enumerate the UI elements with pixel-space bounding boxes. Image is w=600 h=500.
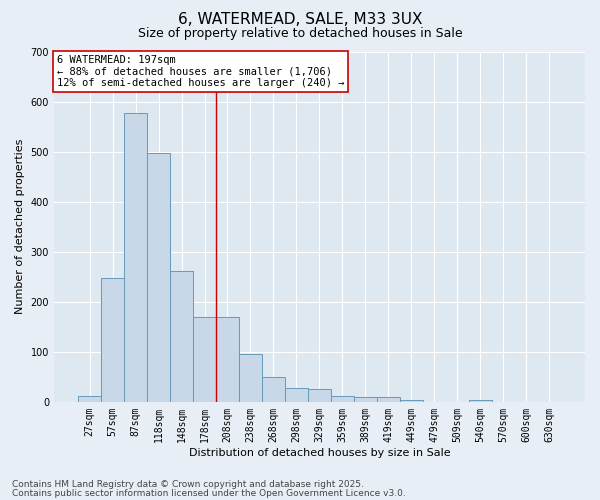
Bar [101,278,124,402]
Text: Contains public sector information licensed under the Open Government Licence v3: Contains public sector information licen… [12,488,406,498]
Bar [377,397,400,402]
Y-axis label: Number of detached properties: Number of detached properties [15,139,25,314]
Text: 6 WATERMEAD: 197sqm
← 88% of detached houses are smaller (1,706)
12% of semi-det: 6 WATERMEAD: 197sqm ← 88% of detached ho… [56,55,344,88]
X-axis label: Distribution of detached houses by size in Sale: Distribution of detached houses by size … [188,448,450,458]
Bar [400,400,423,402]
Bar [262,377,285,402]
Bar [285,388,308,402]
Text: Size of property relative to detached houses in Sale: Size of property relative to detached ho… [137,28,463,40]
Bar [331,396,354,402]
Bar [308,390,331,402]
Bar [170,271,193,402]
Text: 6, WATERMEAD, SALE, M33 3UX: 6, WATERMEAD, SALE, M33 3UX [178,12,422,28]
Bar [239,354,262,402]
Bar [124,112,147,402]
Bar [216,317,239,402]
Bar [78,396,101,402]
Bar [469,400,492,402]
Bar [147,153,170,402]
Bar [354,397,377,402]
Bar [193,317,216,402]
Text: Contains HM Land Registry data © Crown copyright and database right 2025.: Contains HM Land Registry data © Crown c… [12,480,364,489]
